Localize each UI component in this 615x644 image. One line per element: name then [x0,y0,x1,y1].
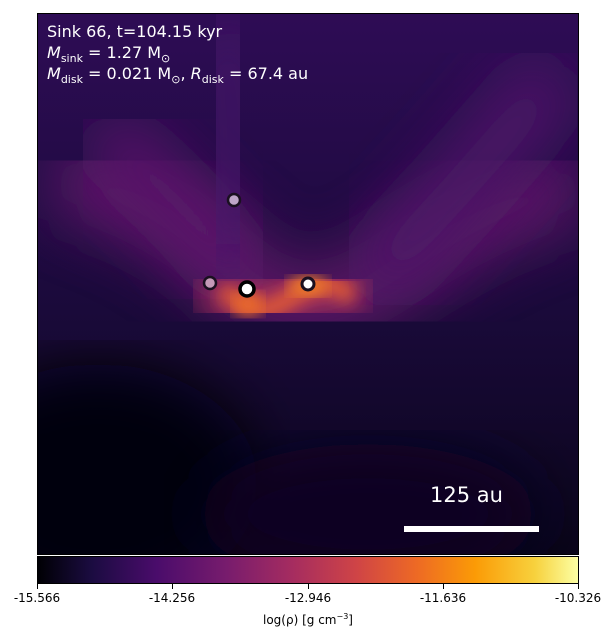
mdisk-line: Mdisk = 0.021 M⊙, Rdisk = 67.4 au [47,63,308,86]
sink-c [238,280,256,298]
msink-sun: ⊙ [161,52,171,65]
colorbar-tick [308,584,309,589]
colorbar-label: log(ρ) [g cm−3] [263,612,353,627]
colorbar-tick-label: -11.636 [419,591,467,605]
sink-a [226,192,242,208]
colorbar-tick [443,584,444,589]
colorbar-tick-label: -14.256 [148,591,196,605]
colorbar-label-suffix: ] [348,613,353,627]
rdisk-symbol: R [190,64,202,83]
colorbar-label-exp: −3 [336,612,349,621]
colorbar-tick [172,584,173,589]
mdisk-value: = 0.021 M [82,64,172,83]
rdisk-sep: , [180,64,191,83]
colorbar-tick-label: -12.946 [284,591,332,605]
colorbar-tick [37,584,38,589]
msink-value: = 1.27 M [82,43,162,62]
mdisk-symbol: M [47,64,61,83]
density-map [38,14,578,554]
sink-b [202,275,218,291]
scalebar [404,526,539,532]
msink-symbol: M [47,43,61,62]
scalebar-label: 125 au [430,483,503,507]
colorbar [37,556,579,584]
mdisk-sun: ⊙ [171,73,181,86]
msink-sub: sink [60,52,83,65]
sink-title: Sink 66, t=104.15 kyr [47,22,223,41]
colorbar-tick [578,584,579,589]
msink-line: Msink = 1.27 M⊙ [47,42,170,65]
density-map-panel [37,13,579,555]
mdisk-sub: disk [60,73,83,86]
colorbar-label-prefix: log(ρ) [g cm [263,613,337,627]
title-line: Sink 66, t=104.15 kyr [47,21,222,42]
rdisk-sub: disk [201,73,224,86]
sink-d [300,276,316,292]
rdisk-value: = 67.4 au [223,64,309,83]
colorbar-tick-label: -15.566 [13,591,61,605]
colorbar-tick-label: -10.326 [554,591,602,605]
